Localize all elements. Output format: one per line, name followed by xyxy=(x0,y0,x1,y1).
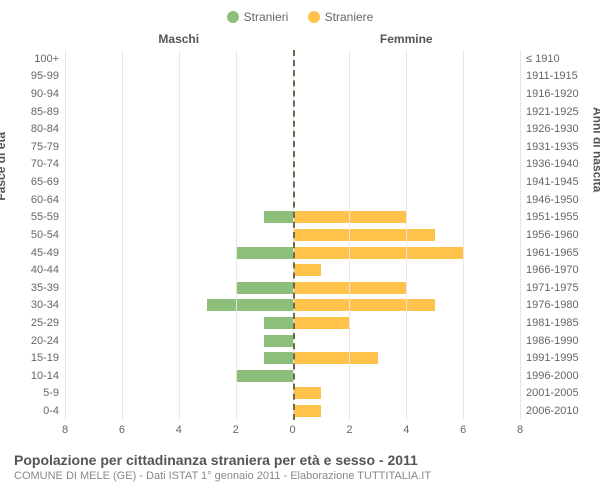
birth-year-label: 1946-1950 xyxy=(526,194,590,206)
x-tick: 4 xyxy=(403,424,409,436)
x-axis-right: 2 4 6 8 xyxy=(293,424,521,438)
birth-year-label: ≤ 1910 xyxy=(526,53,590,65)
birth-year-label: 1926-1930 xyxy=(526,123,590,135)
bar-female xyxy=(293,352,378,364)
age-label: 25-29 xyxy=(10,317,59,329)
gridline xyxy=(463,50,464,420)
birth-year-labels: Anni di nascita ≤ 19101911-19151916-1920… xyxy=(520,50,590,420)
legend-label-female: Straniere xyxy=(325,10,374,24)
gridline xyxy=(179,50,180,420)
gridline xyxy=(65,50,66,420)
x-axis-left: 02468 xyxy=(65,424,293,438)
age-label: 65-69 xyxy=(10,176,59,188)
age-label: 95-99 xyxy=(10,70,59,82)
age-label: 75-79 xyxy=(10,141,59,153)
birth-year-label: 1981-1985 xyxy=(526,317,590,329)
bar-male xyxy=(264,335,292,347)
age-label: 80-84 xyxy=(10,123,59,135)
age-label: 50-54 xyxy=(10,229,59,241)
column-titles: Maschi Femmine xyxy=(10,32,590,46)
age-label: 35-39 xyxy=(10,282,59,294)
age-label: 20-24 xyxy=(10,335,59,347)
age-label: 55-59 xyxy=(10,211,59,223)
age-label: 30-34 xyxy=(10,299,59,311)
birth-year-label: 1961-1965 xyxy=(526,247,590,259)
bar-female xyxy=(293,387,321,399)
legend-swatch-female xyxy=(308,11,320,23)
legend-swatch-male xyxy=(227,11,239,23)
age-label: 100+ xyxy=(10,53,59,65)
bar-male xyxy=(236,370,293,382)
bar-female xyxy=(293,405,321,417)
column-title-right: Femmine xyxy=(293,32,521,46)
x-axis: 02468 2468 xyxy=(10,424,590,438)
birth-year-label: 1996-2000 xyxy=(526,370,590,382)
gridline xyxy=(122,50,123,420)
bar-male xyxy=(236,282,293,294)
birth-year-label: 1966-1970 xyxy=(526,264,590,276)
age-label: 90-94 xyxy=(10,88,59,100)
gridline xyxy=(349,50,350,420)
plot-female xyxy=(293,50,521,420)
x-tick: 2 xyxy=(346,424,352,436)
age-label: 5-9 xyxy=(10,387,59,399)
birth-year-label: 2006-2010 xyxy=(526,405,590,417)
birth-year-label: 2001-2005 xyxy=(526,387,590,399)
legend: Stranieri Straniere xyxy=(10,10,590,26)
center-line xyxy=(293,50,295,420)
x-tick: 8 xyxy=(62,424,68,436)
x-tick: 6 xyxy=(119,424,125,436)
bar-female xyxy=(293,299,435,311)
legend-item-female: Straniere xyxy=(308,10,374,24)
x-tick: 4 xyxy=(176,424,182,436)
legend-label-male: Stranieri xyxy=(244,10,289,24)
birth-year-label: 1936-1940 xyxy=(526,158,590,170)
plot-male xyxy=(65,50,293,420)
birth-year-label: 1911-1915 xyxy=(526,70,590,82)
legend-item-male: Stranieri xyxy=(227,10,289,24)
x-tick: 6 xyxy=(460,424,466,436)
plot-area xyxy=(65,50,520,420)
age-label: 10-14 xyxy=(10,370,59,382)
bar-female xyxy=(293,264,321,276)
age-label: 70-74 xyxy=(10,158,59,170)
age-label: 0-4 xyxy=(10,405,59,417)
age-label: 40-44 xyxy=(10,264,59,276)
chart-footer: Popolazione per cittadinanza straniera p… xyxy=(10,438,590,482)
birth-year-label: 1916-1920 xyxy=(526,88,590,100)
birth-year-label: 1986-1990 xyxy=(526,335,590,347)
age-label: 15-19 xyxy=(10,352,59,364)
birth-year-label: 1976-1980 xyxy=(526,299,590,311)
bar-female xyxy=(293,229,435,241)
x-tick: 2 xyxy=(233,424,239,436)
birth-year-label: 1941-1945 xyxy=(526,176,590,188)
birth-year-label: 1991-1995 xyxy=(526,352,590,364)
y-axis-title-left: Fasce di età xyxy=(0,132,8,201)
bar-male xyxy=(236,247,293,259)
bar-male xyxy=(264,352,292,364)
gridline xyxy=(236,50,237,420)
birth-year-label: 1931-1935 xyxy=(526,141,590,153)
chart-title: Popolazione per cittadinanza straniera p… xyxy=(14,452,590,468)
age-labels: Fasce di età 100+95-9990-9485-8980-8475-… xyxy=(10,50,65,420)
age-label: 60-64 xyxy=(10,194,59,206)
birth-year-label: 1921-1925 xyxy=(526,106,590,118)
chart-subtitle: COMUNE DI MELE (GE) - Dati ISTAT 1° genn… xyxy=(14,470,590,482)
column-title-left: Maschi xyxy=(65,32,293,46)
x-tick: 8 xyxy=(517,424,523,436)
bar-female xyxy=(293,317,350,329)
age-label: 85-89 xyxy=(10,106,59,118)
age-label: 45-49 xyxy=(10,247,59,259)
gridline xyxy=(406,50,407,420)
birth-year-label: 1971-1975 xyxy=(526,282,590,294)
bar-male xyxy=(264,211,292,223)
y-axis-title-right: Anni di nascita xyxy=(590,107,600,192)
bar-male xyxy=(264,317,292,329)
bar-female xyxy=(293,247,464,259)
birth-year-label: 1951-1955 xyxy=(526,211,590,223)
birth-year-label: 1956-1960 xyxy=(526,229,590,241)
bar-male xyxy=(207,299,292,311)
population-pyramid-chart: Stranieri Straniere Maschi Femmine Fasce… xyxy=(0,0,600,500)
